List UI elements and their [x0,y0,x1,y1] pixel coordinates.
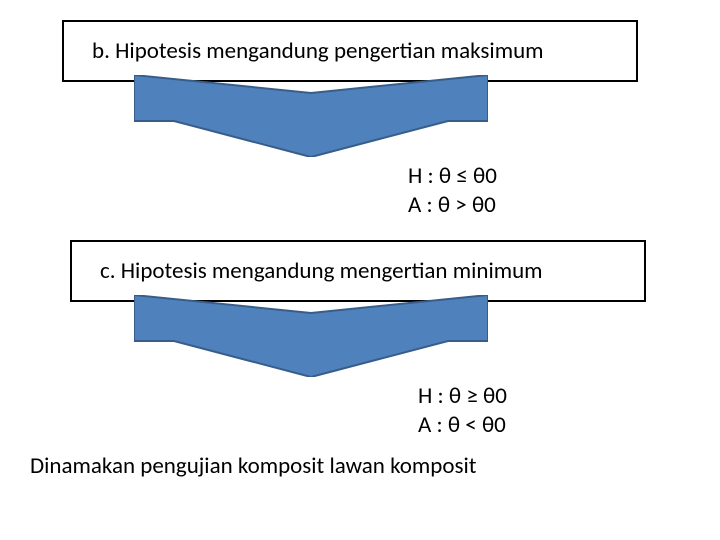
formula-c: H : θ ≥ θ0 A : θ < θ0 [418,382,507,440]
formula-b-line1: H : θ ≤ θ0 [408,162,497,191]
arrow-c [134,295,488,377]
formula-c-line1: H : θ ≥ θ0 [418,382,507,411]
banner-c-text: c. Hipotesis mengandung mengertian minim… [100,257,543,285]
banner-c: c. Hipotesis mengandung mengertian minim… [70,240,646,302]
slide: b. Hipotesis mengandung pengertian maksi… [0,0,720,540]
banner-b-text: b. Hipotesis mengandung pengertian maksi… [92,37,544,65]
banner-b: b. Hipotesis mengandung pengertian maksi… [62,20,638,82]
bottom-text: Dinamakan pengujian komposit lawan kompo… [30,452,476,480]
formula-b-line2: A : θ > θ0 [408,191,497,220]
arrow-c-svg [134,295,488,377]
formula-b: H : θ ≤ θ0 A : θ > θ0 [408,162,497,220]
arrow-b-svg [134,75,488,157]
arrow-b [134,75,488,157]
formula-c-line2: A : θ < θ0 [418,411,507,440]
